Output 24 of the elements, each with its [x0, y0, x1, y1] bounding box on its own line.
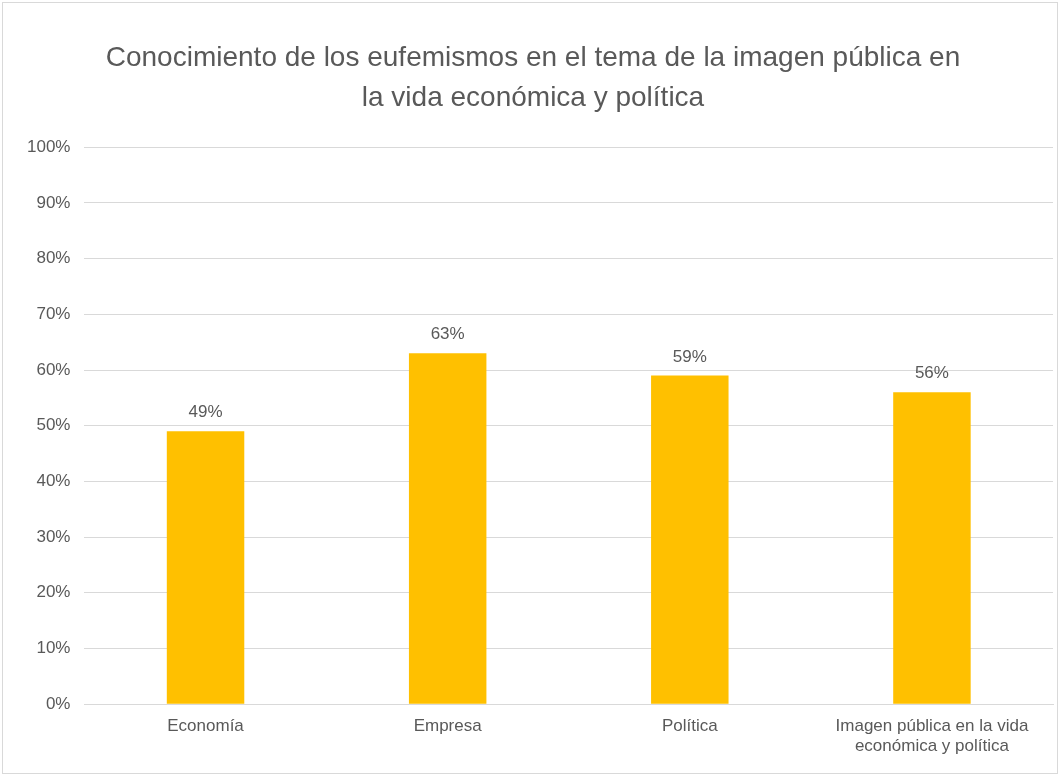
y-tick-label: 10% [36, 638, 71, 658]
data-label: 56% [914, 363, 949, 383]
y-tick-label: 50% [36, 415, 71, 435]
data-label: 59% [672, 346, 707, 366]
y-tick-label: 70% [36, 303, 71, 323]
x-tick-label: Política [661, 716, 719, 736]
bar [408, 353, 487, 704]
y-tick-label: 100% [27, 136, 71, 156]
bar [893, 392, 971, 704]
y-tick-label: 90% [36, 192, 71, 212]
y-tick-label: 40% [36, 471, 71, 491]
chart-title: Conocimiento de los eufemismos en el tema de la imagen pública en la vida económica y política [104, 40, 962, 114]
y-tick-label: 0% [45, 693, 71, 713]
bar [166, 431, 245, 704]
data-label: 63% [430, 324, 465, 344]
data-label: 49% [188, 402, 223, 422]
y-tick-label: 20% [36, 582, 71, 602]
x-tick-label: Economía [167, 716, 245, 736]
bar [651, 375, 729, 704]
y-tick-label: 60% [36, 359, 71, 379]
x-tick-label: Imagen pública en la vida económica y política [835, 716, 1029, 756]
y-tick-label: 80% [36, 248, 71, 268]
x-tick-label: Empresa [413, 716, 483, 736]
y-tick-label: 30% [36, 526, 71, 546]
